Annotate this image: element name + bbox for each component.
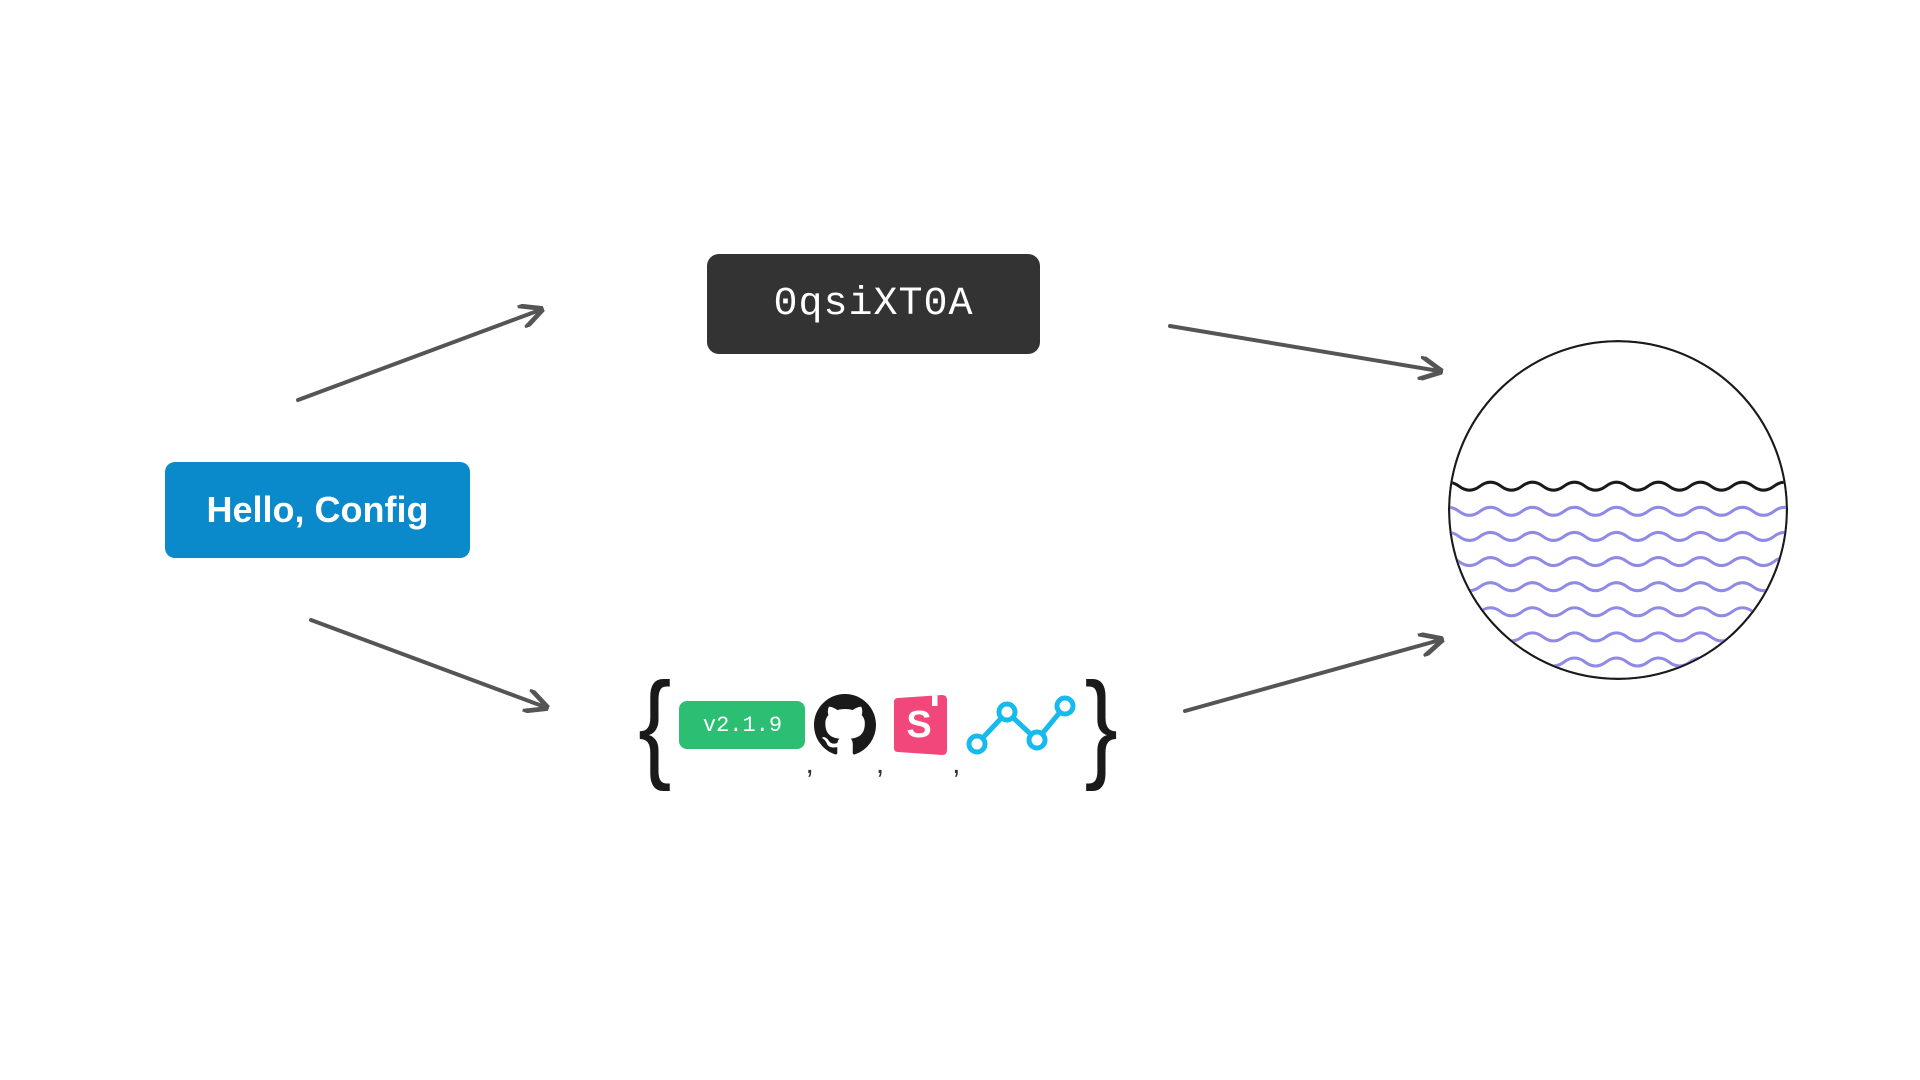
comma-2: , bbox=[876, 747, 884, 781]
open-brace: { bbox=[638, 665, 671, 785]
svg-text:S: S bbox=[906, 704, 931, 746]
token-node: 0qsiXT0A bbox=[707, 254, 1040, 354]
metadata-set-node: { v2.1.9 , , S , bbox=[578, 665, 1178, 785]
version-tag-label: v2.1.9 bbox=[703, 713, 782, 738]
data-lake-node bbox=[1448, 340, 1788, 680]
version-tag: v2.1.9 bbox=[679, 701, 805, 749]
diagram-canvas: Hello, Config 0qsiXT0A { v2.1.9 , , S , bbox=[0, 0, 1920, 1080]
token-label: 0qsiXT0A bbox=[773, 282, 973, 327]
close-brace: } bbox=[1085, 665, 1118, 785]
data-lake-svg bbox=[1448, 340, 1788, 680]
github-icon bbox=[814, 694, 876, 756]
comma-3: , bbox=[952, 747, 960, 781]
hello-config-label: Hello, Config bbox=[207, 489, 429, 531]
comma-1: , bbox=[805, 747, 813, 781]
chart-icon bbox=[965, 694, 1077, 756]
hello-config-node: Hello, Config bbox=[165, 462, 470, 558]
storybook-icon: S bbox=[892, 695, 952, 755]
